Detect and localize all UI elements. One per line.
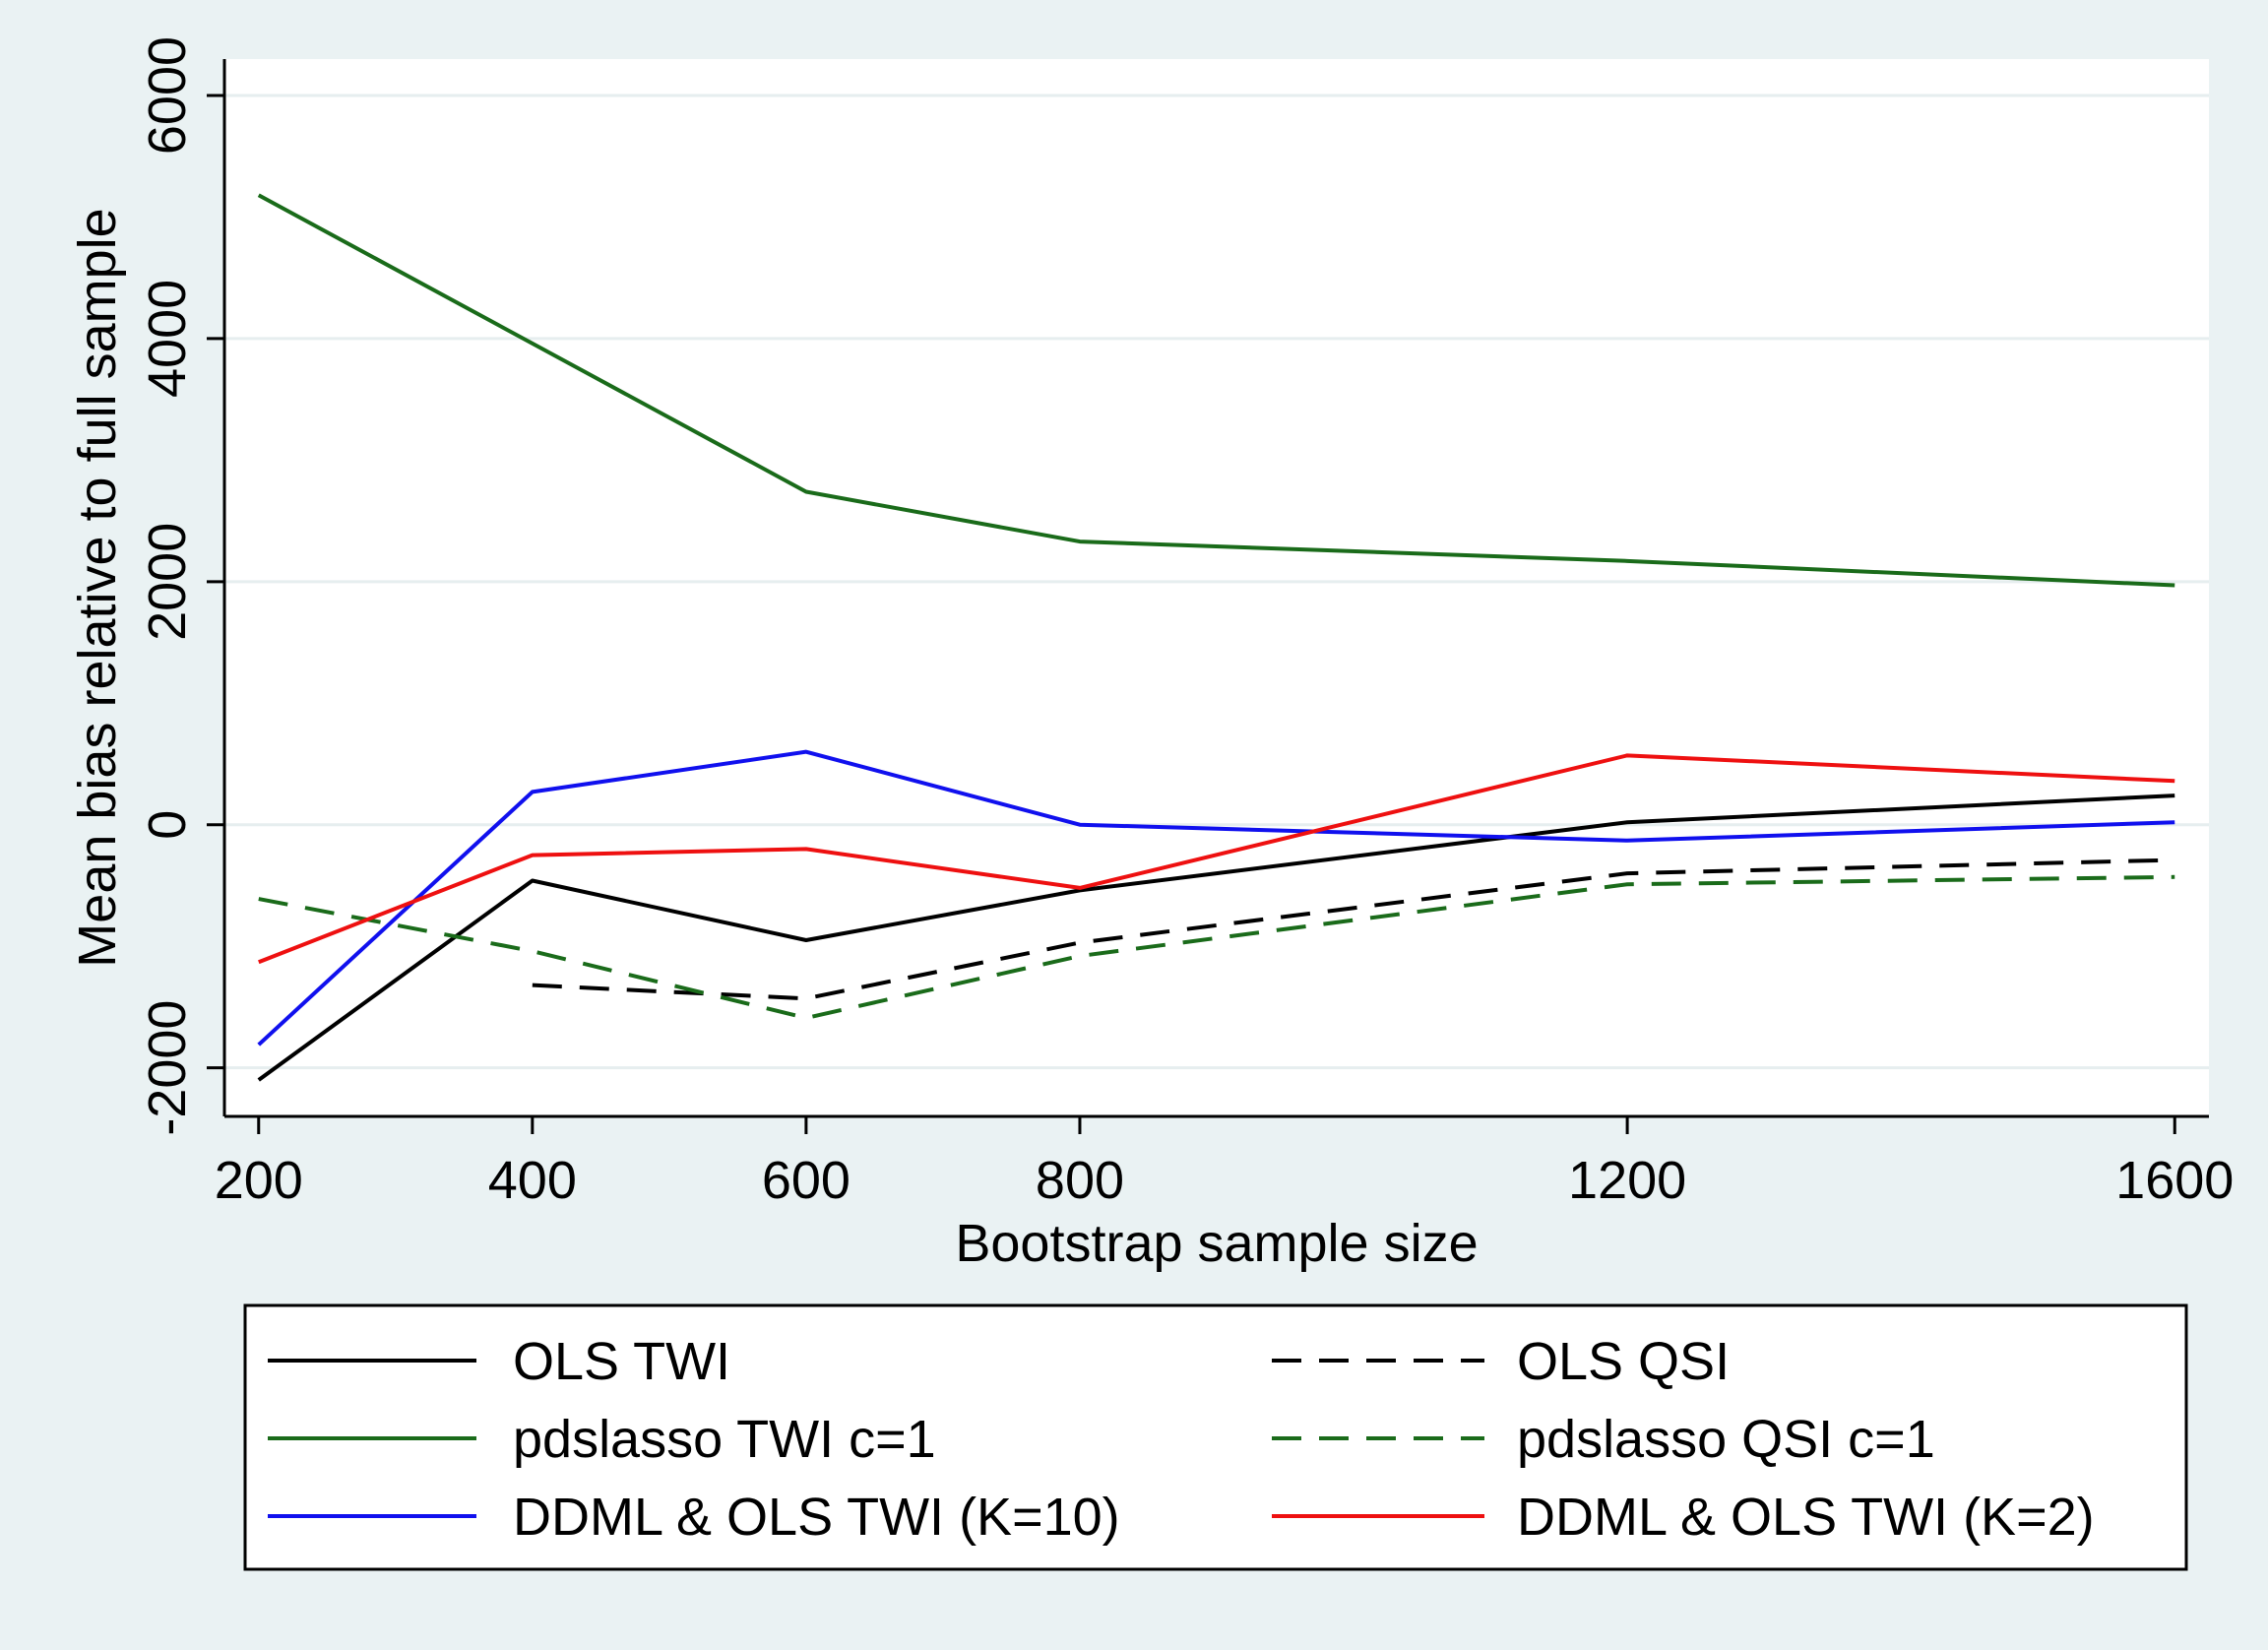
legend-label: OLS QSI — [1517, 1332, 1730, 1391]
y-tick-label: 0 — [138, 810, 197, 840]
y-tick-label: 6000 — [138, 36, 197, 155]
plot-area — [224, 59, 2209, 1116]
series-line — [258, 753, 2175, 965]
x-axis-title: Bootstrap sample size — [955, 1214, 1478, 1273]
gridlines — [224, 94, 2209, 1070]
y-axis-title: Mean bias relative to full sample — [68, 208, 127, 967]
series-line — [257, 749, 2175, 1047]
legend-label: DDML & OLS TWI (K=10) — [513, 1488, 1120, 1547]
legend: OLS TWI OLS QSI pdslasso TWI c=1 pdslasso Q… — [243, 1303, 2188, 1571]
series-line — [257, 193, 2175, 588]
x-axis-ticks: 200 400 600 800 1200 1600 — [215, 1116, 2234, 1210]
series-line — [258, 874, 2175, 1021]
y-tick-label: 2000 — [138, 523, 197, 641]
legend-label: pdslasso QSI c=1 — [1517, 1410, 1935, 1469]
series-lines — [257, 193, 2175, 1082]
x-tick-label: 600 — [762, 1151, 850, 1210]
x-tick-label: 1200 — [1568, 1151, 1686, 1210]
x-tick-label: 200 — [215, 1151, 303, 1210]
legend-label: pdslasso TWI c=1 — [513, 1410, 936, 1469]
y-axis-ticks: -2000 0 2000 4000 6000 — [138, 36, 224, 1136]
y-tick-label: -2000 — [138, 1000, 197, 1136]
legend-box — [243, 1303, 2188, 1571]
x-tick-label: 800 — [1036, 1151, 1124, 1210]
y-tick-label: 4000 — [138, 280, 197, 398]
series-line — [257, 793, 2175, 1082]
legend-entries: OLS TWI OLS QSI pdslasso TWI c=1 pdslasso Q… — [268, 1332, 2095, 1547]
legend-label: OLS TWI — [513, 1332, 730, 1391]
legend-label: DDML & OLS TWI (K=2) — [1517, 1488, 2095, 1547]
series-line — [532, 857, 2175, 1001]
x-tick-label: 1600 — [2115, 1151, 2234, 1210]
x-tick-label: 400 — [488, 1151, 577, 1210]
